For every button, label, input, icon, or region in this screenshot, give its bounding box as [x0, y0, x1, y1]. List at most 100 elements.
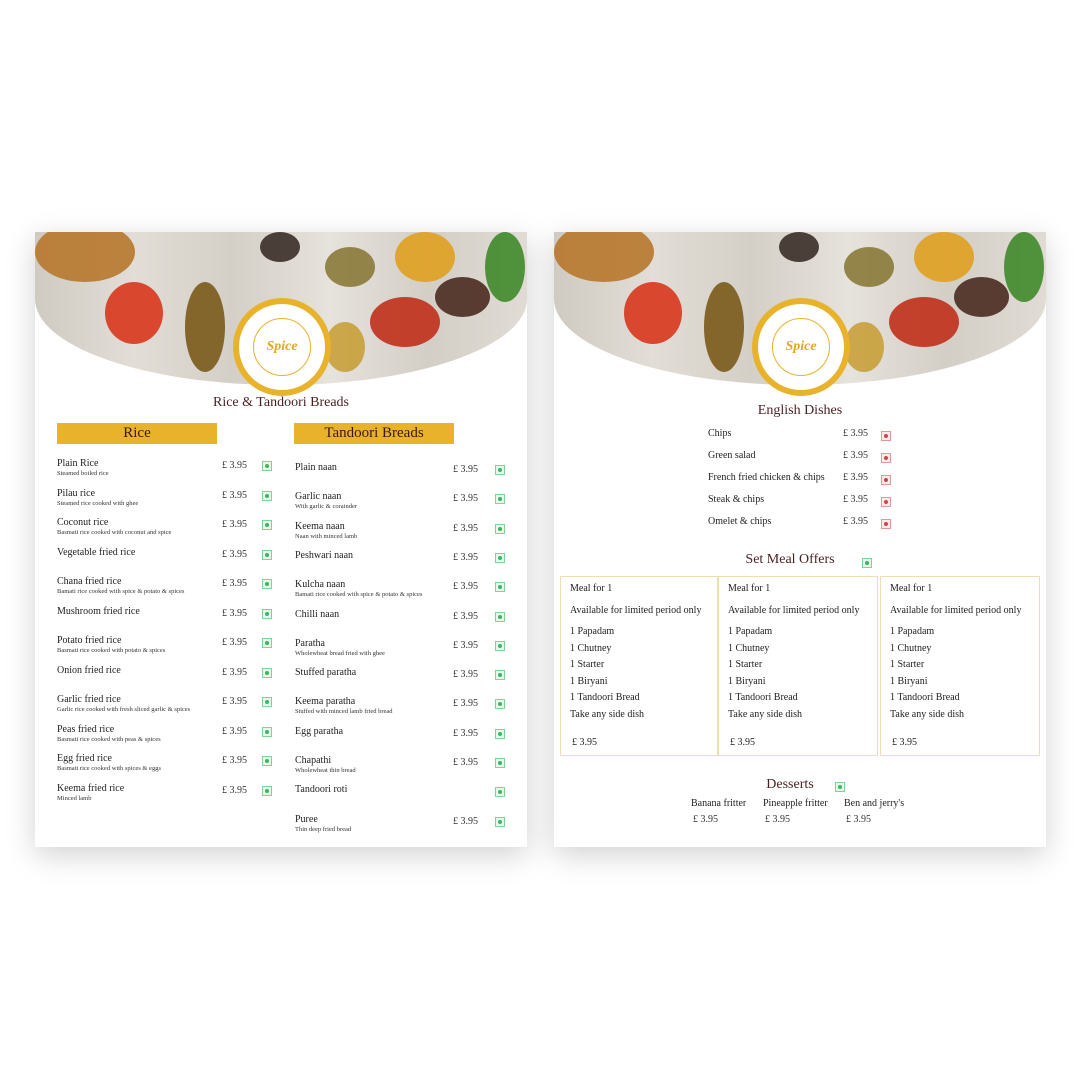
- veg-indicator-icon: [862, 558, 872, 568]
- spice-decoration: [485, 232, 525, 302]
- item-description: Wholewheat bread fried with ghee: [295, 649, 385, 657]
- tandoori-breads-header: Tandoori Breads: [294, 423, 454, 444]
- item-name: Mushroom fried rice: [57, 605, 140, 617]
- item-name: Plain Rice: [57, 458, 99, 469]
- item-name: Chilli naan: [295, 608, 340, 620]
- english-dishes-title: English Dishes: [757, 403, 843, 418]
- item-name: Pilau rice: [57, 487, 96, 499]
- veg-indicator-icon: [835, 782, 845, 792]
- item-description: Steamed boiled rice: [57, 470, 109, 477]
- menu-item: French fried chicken & chips: [708, 472, 825, 483]
- item-price: £ 3.95: [222, 460, 247, 471]
- menu-item: Egg fried rice Basmati rice cooked with s…: [57, 753, 161, 772]
- meal-line: 1 Biryani: [728, 675, 766, 687]
- veg-indicator-icon: [262, 490, 272, 501]
- item-description: With garlic & corainder: [295, 503, 358, 511]
- veg-indicator-icon: [495, 758, 505, 768]
- item-price: £ 3.95: [222, 725, 247, 737]
- veg-indicator-icon: [495, 728, 505, 739]
- spice-decoration: [554, 232, 654, 282]
- item-price: £ 3.95: [222, 784, 247, 796]
- item-name: Peshwari naan: [295, 549, 354, 561]
- non-veg-indicator-icon: [881, 519, 891, 529]
- item-price: £ 3.95: [222, 489, 247, 501]
- veg-indicator-icon: [262, 520, 272, 530]
- dessert-name: Banana fritter: [691, 798, 747, 809]
- spice-decoration: [35, 232, 135, 282]
- set-meal-card: Meal for 1 Available for limited period o…: [560, 576, 718, 756]
- menu-item: Stuffed paratha: [295, 667, 356, 678]
- item-price: £ 3.95: [843, 428, 868, 439]
- veg-indicator-icon: [495, 670, 505, 681]
- item-name: Vegetable fried rice: [57, 546, 136, 558]
- item-price: £ 3.95: [222, 696, 247, 707]
- menu-item: Tandoori roti: [295, 784, 347, 795]
- veg-indicator-icon: [495, 640, 505, 651]
- item-name: Keema paratha: [295, 696, 356, 708]
- spice-decoration: [395, 232, 455, 282]
- menu-item: Garlic fried rice Garlic rice cooked with…: [57, 694, 190, 713]
- menu-item: Chana fried rice Bamati rice cooked with …: [57, 576, 184, 595]
- item-price: £ 3.95: [453, 551, 478, 563]
- spice-logo: Spice: [233, 298, 331, 396]
- menu-page-right: Spice English Dishes Chips £ 3.95 Green sa…: [554, 232, 1046, 847]
- meal-note: Available for limited period only: [890, 604, 1022, 616]
- item-name: Puree: [295, 813, 318, 825]
- item-name: Tandoori roti: [295, 784, 348, 796]
- menu-item: Peas fried rice Basmati rice cooked with …: [57, 724, 161, 743]
- veg-indicator-icon: [262, 785, 272, 796]
- menu-item: Vegetable fried rice: [57, 547, 135, 558]
- veg-indicator-icon: [495, 611, 505, 622]
- non-veg-indicator-icon: [881, 453, 891, 463]
- item-description: Stuffed with minced lamb fried bread: [295, 708, 393, 716]
- page-title: Rice & Tandoori Breads: [212, 395, 349, 410]
- non-veg-indicator-icon: [881, 475, 891, 485]
- spice-decoration: [105, 282, 163, 344]
- menu-item: Chapathi Wholewheat thin bread: [295, 755, 356, 774]
- item-description: Wholewheat thin bread: [295, 767, 356, 774]
- item-name: Chapathi: [295, 755, 332, 766]
- veg-indicator-icon: [262, 756, 272, 766]
- meal-line: 1 Chutney: [728, 642, 770, 654]
- item-name: Garlic naan: [295, 491, 342, 503]
- meal-line: 1 Tandoori Bread: [570, 692, 640, 703]
- item-price: £ 3.95: [222, 578, 247, 589]
- meal-line: 1 Papadam: [890, 626, 935, 637]
- menu-item: Onion fried rice: [57, 665, 121, 676]
- item-name: Omelet & chips: [708, 516, 772, 527]
- spice-decoration: [260, 232, 300, 262]
- spice-decoration: [889, 297, 959, 347]
- item-price: £ 3.95: [222, 519, 247, 530]
- veg-indicator-icon: [262, 726, 272, 737]
- item-price: £ 3.95: [453, 815, 478, 827]
- rice-header: Rice: [57, 423, 217, 444]
- item-name: Garlic fried rice: [57, 694, 121, 705]
- spice-decoration: [1004, 232, 1044, 302]
- spice-decoration: [435, 277, 490, 317]
- veg-indicator-icon: [495, 465, 505, 475]
- veg-indicator-icon: [262, 579, 272, 589]
- meal-note: Available for limited period only: [570, 604, 702, 616]
- item-name: Steak & chips: [708, 494, 765, 505]
- veg-indicator-icon: [495, 699, 505, 710]
- item-name: Kulcha naan: [295, 579, 346, 591]
- menu-item: Plain naan: [295, 462, 337, 473]
- meal-line: Take any side dish: [890, 708, 965, 720]
- item-price: £ 3.95: [222, 607, 247, 619]
- veg-indicator-icon: [495, 582, 505, 593]
- item-description: Thin deep fried bread: [295, 825, 352, 833]
- item-price: £ 3.95: [453, 610, 478, 622]
- menu-item: Egg paratha: [295, 726, 343, 737]
- item-name: Egg fried rice: [57, 753, 112, 764]
- veg-indicator-icon: [495, 787, 505, 798]
- spice-decoration: [954, 277, 1009, 317]
- item-name: Plain naan: [295, 462, 337, 473]
- desserts-title: Desserts: [766, 777, 814, 792]
- dessert-price: £ 3.95: [846, 814, 871, 825]
- spice-decoration: [624, 282, 682, 344]
- item-description: Naan with minced lamb: [295, 532, 358, 540]
- veg-indicator-icon: [262, 549, 272, 560]
- item-name: Keema naan: [295, 520, 345, 532]
- spice-decoration: [914, 232, 974, 282]
- item-price: £ 3.95: [453, 669, 478, 681]
